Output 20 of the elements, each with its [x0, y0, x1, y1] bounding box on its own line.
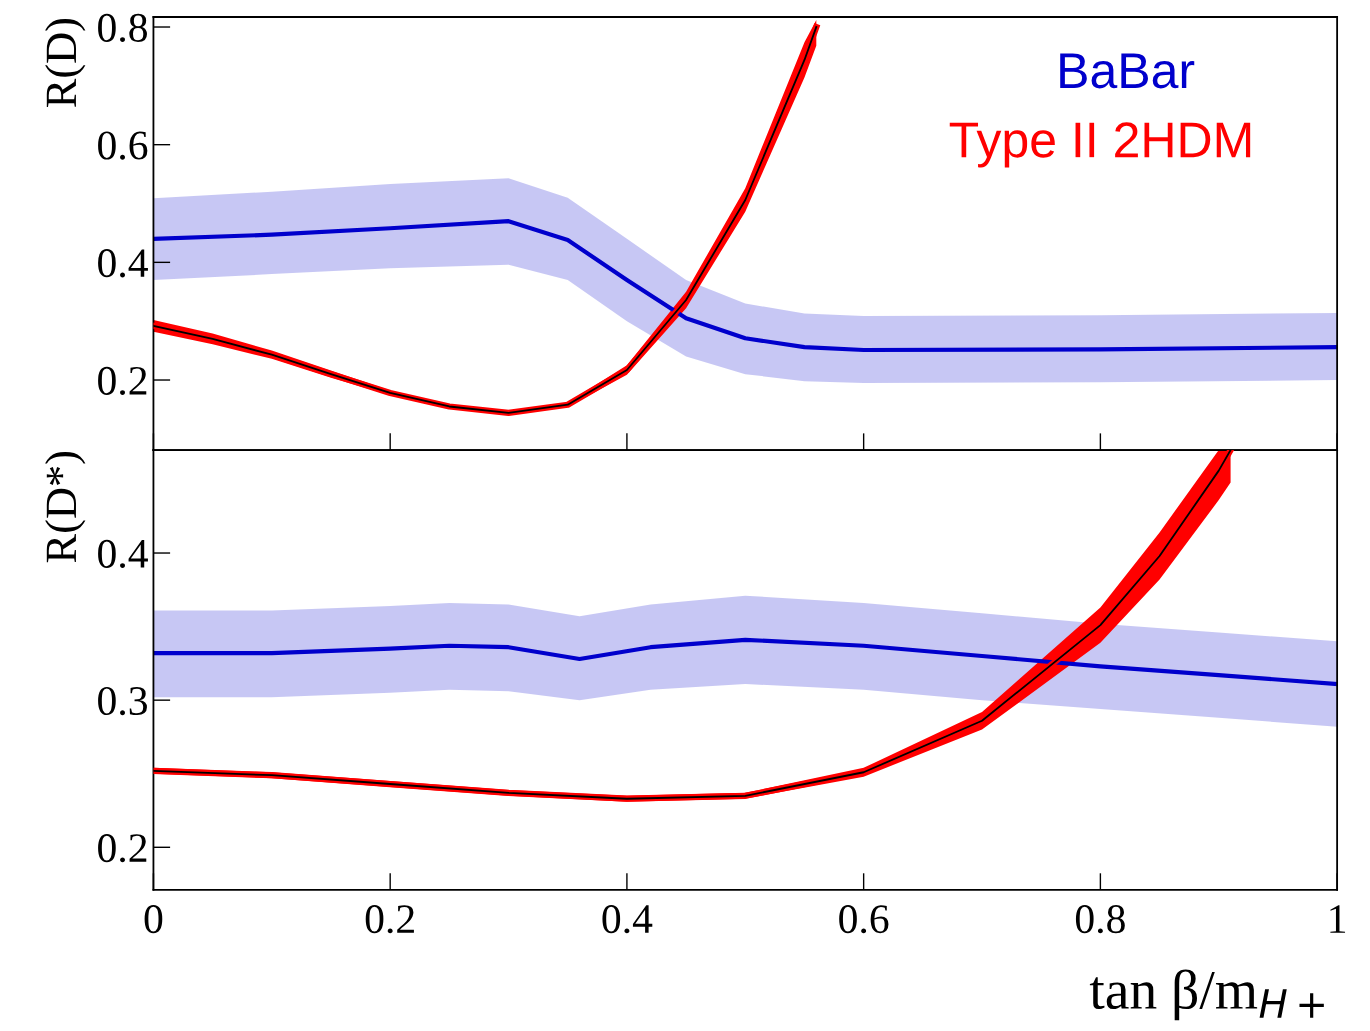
line-series [153, 637, 1338, 687]
x-tick-label: 1 [1330, 905, 1346, 933]
text: BaBar [1060, 53, 1195, 89]
x-tick-label: 0.6 [839, 905, 889, 934]
y-tick-label: 0.6 [98, 131, 148, 160]
y-tick-label: 0.4 [98, 249, 148, 278]
x-tick-label: 0 [144, 905, 163, 934]
y-tick-label: 0.4 [98, 539, 148, 569]
y-axis-title: R(D*) [45, 451, 86, 563]
text: Type II 2HDM [949, 122, 1251, 168]
x-tick-label: 0.2 [365, 905, 414, 934]
x-tick-label: 0.8 [1075, 905, 1125, 934]
y-tick-label: 0.8 [98, 13, 147, 43]
y-tick-label: 0.3 [98, 686, 147, 716]
line-series [153, 219, 1338, 353]
y-tick-label: 0.2 [98, 834, 147, 863]
x-tick-label: 0.4 [602, 905, 653, 934]
y-axis-title: R(D) [45, 18, 86, 108]
x-axis-title: tan β/m$_{H+}$ [1089, 969, 1324, 1021]
y-tick-label: 0.2 [98, 366, 147, 396]
